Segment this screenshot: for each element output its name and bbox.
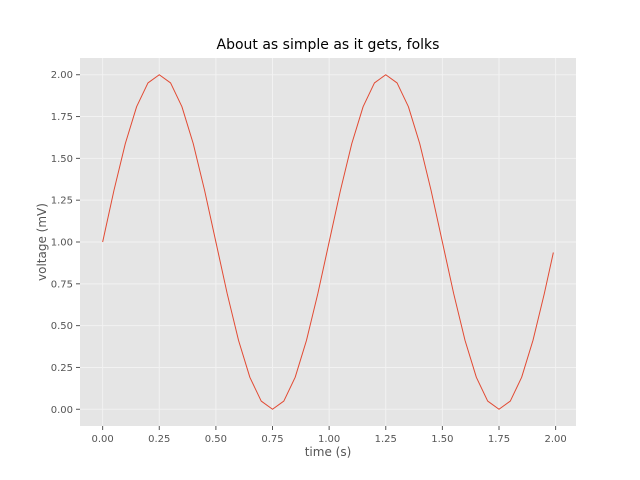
y-axis-label: voltage (mV) [35,203,49,281]
x-tick-label: 0.50 [205,434,227,445]
y-tick-label: 0.00 [51,405,73,416]
x-tick-label: 1.75 [488,434,510,445]
chart-title: About as simple as it gets, folks [217,37,440,53]
x-tick-label: 1.50 [431,434,453,445]
series-line [102,74,554,410]
y-tick-label: 0.50 [51,321,73,332]
y-tick-label: 1.75 [51,112,73,123]
y-axis-ticks: 0.00 0.25 0.50 0.75 1.00 1.25 1.50 1.75 2.00 [51,70,80,416]
y-tick-label: 1.25 [51,196,73,207]
y-tick-label: 2.00 [51,70,73,81]
y-tick-label: 1.50 [51,154,73,165]
x-tick-label: 0.75 [261,434,283,445]
y-tick-label: 1.00 [51,238,73,249]
x-tick-label: 0.00 [92,434,114,445]
x-tick-label: 1.25 [375,434,397,445]
y-tick-label: 0.25 [51,363,73,374]
x-tick-label: 2.00 [544,434,566,445]
y-tick-label: 0.75 [51,279,73,290]
x-axis-ticks: 0.00 0.25 0.50 0.75 1.00 1.25 1.50 1.75 2.00 [92,426,567,445]
series-layer [102,74,554,410]
x-tick-label: 1.00 [318,434,340,445]
x-axis-label: time (s) [305,445,352,459]
x-tick-label: 0.25 [148,434,170,445]
